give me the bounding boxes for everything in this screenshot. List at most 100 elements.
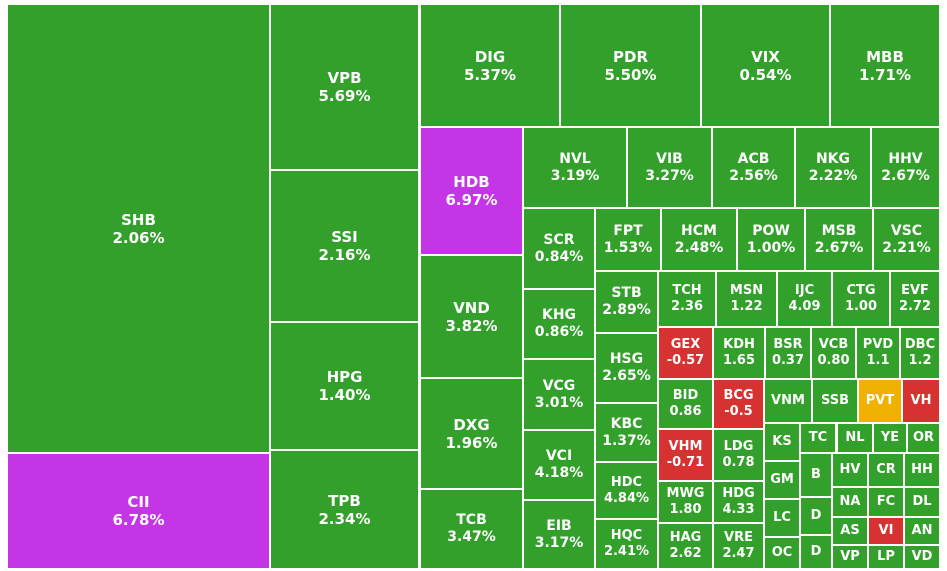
treemap-tile-msb[interactable]: MSB 2.67% xyxy=(804,207,874,272)
treemap-tile-vd[interactable]: VD xyxy=(903,544,941,570)
treemap-tile-ctg[interactable]: CTG 1.00 xyxy=(831,270,891,328)
tile-symbol: VPB xyxy=(327,69,362,87)
tile-change: 1.37% xyxy=(602,432,651,449)
treemap-tile-vsc[interactable]: VSC 2.21% xyxy=(872,207,941,272)
treemap-tile-gex[interactable]: GEX -0.57 xyxy=(657,326,714,380)
treemap-tile-hv[interactable]: HV xyxy=(831,452,869,488)
treemap-tile-kdh[interactable]: KDH 1.65 xyxy=(712,326,766,380)
tile-change: 3.27% xyxy=(645,167,694,184)
treemap-tile-hqc[interactable]: HQC 2.41% xyxy=(594,518,659,570)
treemap-tile-dl[interactable]: DL xyxy=(903,486,941,518)
treemap-tile-kbc[interactable]: KBC 1.37% xyxy=(594,402,659,463)
treemap-tile-mbb[interactable]: MBB 1.71% xyxy=(829,3,941,128)
treemap-tile-pvd[interactable]: PVD 1.1 xyxy=(855,326,901,380)
tile-change: 6.97% xyxy=(445,191,498,209)
treemap-tile-pvt[interactable]: PVT xyxy=(857,378,903,424)
treemap-tile-hdb[interactable]: HDB 6.97% xyxy=(419,126,524,256)
treemap-tile-vnd[interactable]: VND 3.82% xyxy=(419,254,524,379)
tile-symbol: KHG xyxy=(541,307,577,324)
treemap-tile-pdr[interactable]: PDR 5.50% xyxy=(559,3,702,128)
treemap-tile-gm[interactable]: GM xyxy=(763,460,801,500)
tile-change: 0.37 xyxy=(771,353,805,368)
tile-change: 2.22% xyxy=(808,167,858,184)
treemap-tile-or[interactable]: OR xyxy=(906,422,941,454)
treemap-tile-na[interactable]: NA xyxy=(831,486,869,518)
tile-change: 3.17% xyxy=(534,534,584,551)
treemap-tile-cr[interactable]: CR xyxy=(867,452,905,488)
treemap-tile-hsg[interactable]: HSG 2.65% xyxy=(594,332,659,404)
treemap-tile-vib[interactable]: VIB 3.27% xyxy=(626,126,713,209)
treemap-tile-d[interactable]: D xyxy=(799,534,833,570)
treemap-tile-nvl[interactable]: NVL 3.19% xyxy=(522,126,628,209)
tile-symbol: VCG xyxy=(542,377,576,394)
treemap-tile-dbc[interactable]: DBC 1.2 xyxy=(899,326,941,380)
treemap-tile-pow[interactable]: POW 1.00% xyxy=(736,207,806,272)
tile-symbol: OR xyxy=(912,430,935,446)
treemap-tile-fc[interactable]: FC xyxy=(867,486,905,518)
tile-change: 0.86% xyxy=(534,324,584,340)
treemap-tile-d[interactable]: D xyxy=(799,496,833,536)
tile-symbol: VIB xyxy=(656,150,683,167)
treemap-tile-vcb[interactable]: VCB 0.80 xyxy=(810,326,857,380)
treemap-tile-msn[interactable]: MSN 1.22 xyxy=(715,270,778,328)
treemap-tile-bid[interactable]: BID 0.86 xyxy=(657,378,714,430)
treemap-tile-hag[interactable]: HAG 2.62 xyxy=(657,522,714,570)
treemap-tile-vcg[interactable]: VCG 3.01% xyxy=(522,358,596,431)
tile-symbol: VCB xyxy=(818,337,849,353)
treemap-tile-bsr[interactable]: BSR 0.37 xyxy=(764,326,812,380)
treemap-tile-dxg[interactable]: DXG 1.96% xyxy=(419,377,524,490)
treemap-tile-mwg[interactable]: MWG 1.80 xyxy=(657,480,714,524)
treemap-tile-acb[interactable]: ACB 2.56% xyxy=(711,126,796,209)
treemap-tile-dig[interactable]: DIG 5.37% xyxy=(419,3,561,128)
treemap-tile-vi[interactable]: VI xyxy=(867,516,905,546)
treemap-tile-ssb[interactable]: SSB xyxy=(811,378,859,424)
treemap-tile-b[interactable]: B xyxy=(799,452,833,498)
tile-change: 1.22 xyxy=(730,299,763,314)
treemap-tile-tcb[interactable]: TCB 3.47% xyxy=(419,488,524,570)
treemap-tile-vre[interactable]: VRE 2.47 xyxy=(712,522,765,570)
treemap-tile-oc[interactable]: OC xyxy=(763,536,801,570)
treemap-tile-lp[interactable]: LP xyxy=(867,544,905,570)
treemap-tile-lc[interactable]: LC xyxy=(763,498,801,538)
treemap-tile-fpt[interactable]: FPT 1.53% xyxy=(594,207,662,272)
treemap-tile-hdg[interactable]: HDG 4.33 xyxy=(712,480,765,524)
treemap-tile-eib[interactable]: EIB 3.17% xyxy=(522,499,596,570)
treemap-tile-tpb[interactable]: TPB 2.34% xyxy=(269,449,420,570)
tile-change: 2.47 xyxy=(722,546,755,561)
treemap-tile-cii[interactable]: CII 6.78% xyxy=(6,452,271,570)
treemap-tile-tc[interactable]: TC xyxy=(799,422,837,454)
treemap-tile-khg[interactable]: KHG 0.86% xyxy=(522,288,596,360)
treemap-tile-as[interactable]: AS xyxy=(831,516,869,546)
treemap-tile-hhv[interactable]: HHV 2.67% xyxy=(870,126,941,209)
treemap-tile-hcm[interactable]: HCM 2.48% xyxy=(660,207,738,272)
treemap-tile-ijc[interactable]: IJC 4.09 xyxy=(776,270,833,328)
treemap-tile-vpb[interactable]: VPB 5.69% xyxy=(269,3,420,171)
treemap-tile-scr[interactable]: SCR 0.84% xyxy=(522,207,596,290)
treemap-tile-vnm[interactable]: VNM xyxy=(763,378,813,424)
treemap-tile-vix[interactable]: VIX 0.54% xyxy=(700,3,831,128)
treemap-tile-ks[interactable]: KS xyxy=(763,422,801,462)
treemap-tile-vhm[interactable]: VHM -0.71 xyxy=(657,428,714,482)
treemap-tile-hpg[interactable]: HPG 1.40% xyxy=(269,321,420,451)
tile-symbol: TCH xyxy=(672,283,702,299)
treemap-tile-an[interactable]: AN xyxy=(903,516,941,546)
tile-symbol: FPT xyxy=(613,222,643,239)
treemap-tile-hh[interactable]: HH xyxy=(903,452,941,488)
treemap-tile-vh[interactable]: VH xyxy=(901,378,941,424)
treemap-tile-nkg[interactable]: NKG 2.22% xyxy=(794,126,872,209)
treemap-tile-shb[interactable]: SHB 2.06% xyxy=(6,3,271,454)
tile-symbol: TCB xyxy=(456,512,487,529)
treemap-tile-tch[interactable]: TCH 2.36 xyxy=(657,270,717,328)
treemap-tile-evf[interactable]: EVF 2.72 xyxy=(889,270,941,328)
treemap-tile-ye[interactable]: YE xyxy=(872,422,908,454)
treemap-tile-stb[interactable]: STB 2.89% xyxy=(594,270,659,334)
treemap-tile-vp[interactable]: VP xyxy=(831,544,869,570)
treemap-tile-nl[interactable]: NL xyxy=(836,422,874,454)
tile-symbol: VCI xyxy=(545,448,573,465)
tile-symbol: NL xyxy=(845,430,865,446)
treemap-tile-ldg[interactable]: LDG 0.78 xyxy=(712,428,765,482)
treemap-tile-bcg[interactable]: BCG -0.5 xyxy=(712,378,765,430)
treemap-tile-ssi[interactable]: SSI 2.16% xyxy=(269,169,420,323)
treemap-tile-vci[interactable]: VCI 4.18% xyxy=(522,429,596,501)
treemap-tile-hdc[interactable]: HDC 4.84% xyxy=(594,461,659,520)
